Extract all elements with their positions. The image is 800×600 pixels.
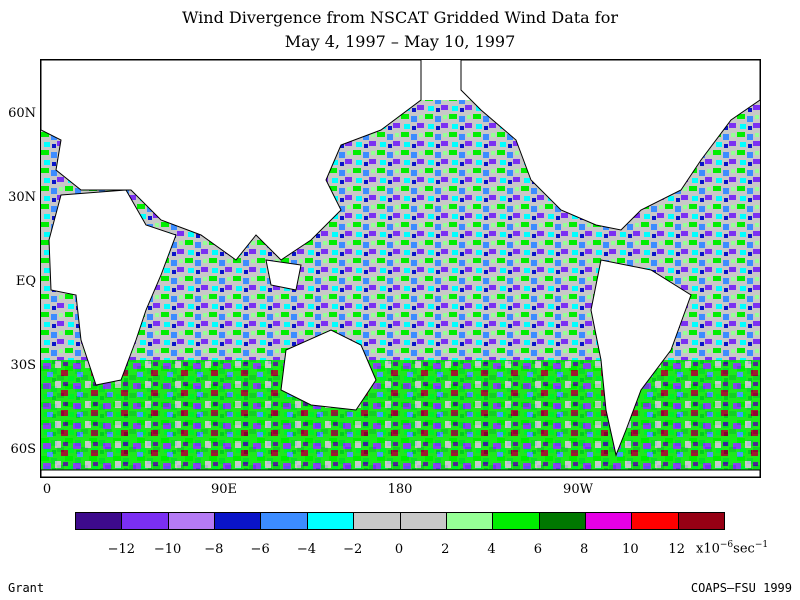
colorbar-swatch	[678, 513, 725, 529]
world-map	[40, 59, 761, 478]
map-svg	[41, 60, 760, 477]
colorbar-swatch	[539, 513, 586, 529]
colorbar-swatch	[585, 513, 633, 529]
colorbar-swatch	[400, 513, 447, 529]
units-prefix: x10	[696, 541, 720, 557]
colorbar-swatch	[122, 513, 169, 529]
colorbar-tick-label: 2	[441, 542, 450, 557]
sea-islands-land	[265, 259, 302, 291]
africa-land	[48, 189, 177, 386]
lon-label-180: 180	[387, 482, 413, 497]
lat-label-eq: EQ	[15, 274, 36, 289]
south-america-land	[590, 259, 692, 457]
colorbar-tick-label: −8	[204, 542, 224, 557]
colorbar-swatch	[493, 513, 540, 529]
colorbar	[75, 512, 725, 530]
chart-title-line1: Wind Divergence from NSCAT Gridded Wind …	[181, 8, 618, 27]
colorbar-units: x10−6sec−1	[696, 540, 768, 556]
north-america-land	[460, 60, 760, 231]
colorbar-tick-label: 12	[668, 542, 685, 557]
colorbar-swatch	[76, 513, 123, 529]
colorbar-tick-label: 10	[622, 542, 639, 557]
colorbar-swatch	[307, 513, 355, 529]
colorbar-swatch	[446, 513, 494, 529]
colorbar-swatch	[632, 513, 679, 529]
units-exp: −6	[719, 540, 734, 550]
lon-label-90e: 90E	[210, 482, 238, 497]
colorbar-tick-label: −10	[153, 542, 182, 557]
colorbar-swatch	[215, 513, 262, 529]
colorbar-swatch	[354, 513, 401, 529]
colorbar-tick-label: −12	[107, 542, 135, 557]
lon-label-0: 0	[42, 482, 52, 497]
units-suffix: sec	[733, 541, 755, 557]
footer-credit: COAPS–FSU 1999	[690, 581, 792, 595]
australia-land	[280, 329, 377, 411]
lat-label-30n: 30N	[8, 190, 36, 205]
colorbar-tick-label: −6	[250, 542, 270, 557]
lat-label-60n: 60N	[8, 106, 36, 121]
colorbar-tick-label: −2	[343, 542, 363, 557]
lat-label-60s: 60S	[10, 442, 36, 457]
footer-author: Grant	[8, 581, 45, 595]
colorbar-tick-label: 4	[487, 542, 496, 557]
southern-ocean-field	[41, 360, 760, 477]
continents	[41, 60, 760, 477]
colorbar-swatch	[168, 513, 216, 529]
lat-label-30s: 30S	[10, 358, 36, 373]
units-suffix-exp: −1	[754, 540, 769, 550]
colorbar-swatch	[261, 513, 308, 529]
eurasia-land	[41, 60, 422, 261]
antarctica-land	[41, 469, 760, 477]
lon-label-90w: 90W	[563, 482, 593, 497]
chart-title-line2: May 4, 1997 – May 10, 1997	[284, 32, 516, 51]
colorbar-tick-label: −4	[296, 542, 317, 557]
colorbar-tick-label: 0	[394, 542, 404, 557]
colorbar-tick-label: 6	[533, 542, 542, 557]
colorbar-tick-label: 8	[580, 542, 589, 557]
